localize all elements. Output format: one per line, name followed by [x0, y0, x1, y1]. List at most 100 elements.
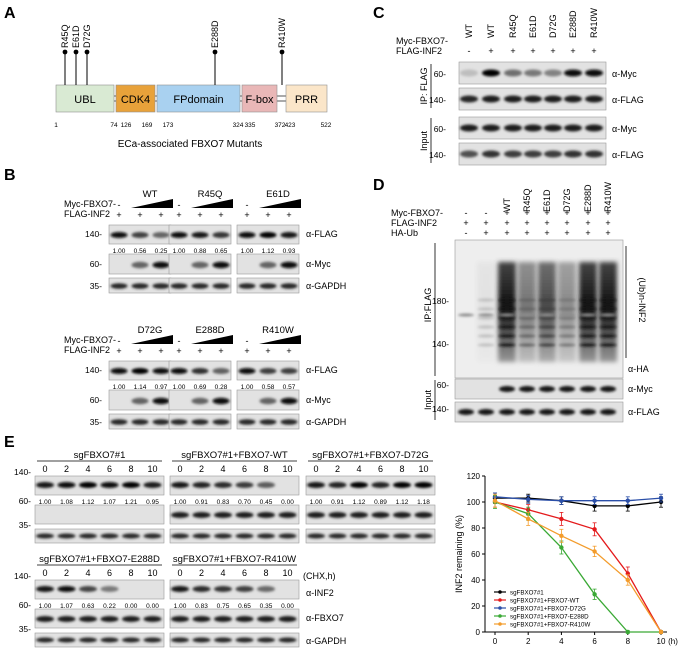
- d-ladder-2-1: [498, 307, 516, 311]
- b-top-mw-140: 140-: [85, 229, 102, 239]
- e-blot2-band-inf2-0: [307, 482, 325, 488]
- d-faint-band-7: [600, 313, 616, 317]
- e-blot4-band-inf2-0: [171, 586, 189, 592]
- c-band-0-6: [585, 69, 603, 77]
- position-126: 126: [121, 122, 132, 129]
- c-band-0-4: [544, 69, 562, 77]
- c-band-1-1: [482, 95, 500, 103]
- e-blot3-band-gapdh-4: [122, 637, 140, 643]
- b-top-band-flag-R45Q-2: [212, 232, 230, 238]
- series-line-3: [494, 501, 661, 633]
- c-band-3-3: [524, 150, 542, 158]
- d-ladder-7-2: [599, 316, 617, 320]
- d-band-myc-6: [580, 386, 596, 392]
- c-band-3-1: [482, 150, 500, 158]
- e-ab-inf2: α-INF2: [306, 588, 334, 598]
- b-top-ab-gapdh: α-GAPDH: [306, 281, 346, 291]
- b-bottom-mw-140: 140-: [85, 365, 102, 375]
- e-blot4-strip-gapdh: [169, 632, 300, 648]
- panel-c-letter: C: [373, 5, 385, 22]
- b-bottom-value-R410W-1: 0.58: [262, 384, 275, 391]
- b-bottom-value-R410W-2: 0.57: [283, 384, 296, 391]
- b-top-band-gapdh-WT-2: [152, 283, 170, 289]
- chart-xtick-label-8: 8: [626, 637, 631, 646]
- d-band-flag-4: [539, 409, 555, 415]
- b-top-row-label-myc: Myc-FBXO7-: [64, 199, 116, 209]
- c-lane-WT-0: WT: [464, 24, 474, 38]
- b-top-minus-WT: -: [118, 200, 121, 210]
- lollipop-head-E288D: [212, 49, 218, 55]
- e-blot2-value-4: 1.12: [396, 499, 409, 506]
- d-sign-r3-7: +: [605, 228, 610, 238]
- d-ladder-3-5: [518, 343, 536, 347]
- d-ladder-3-3: [518, 325, 536, 329]
- c-band-0-2: [504, 69, 522, 77]
- e-chx-label: (CHX,h): [303, 571, 336, 581]
- d-ladder-1-2: [477, 316, 495, 320]
- e-blot3-band-fbxo7-3: [100, 616, 119, 622]
- legend-marker-3: [498, 614, 502, 618]
- series-point-3-4: [625, 629, 630, 635]
- chart-ytick-label-0: 0: [476, 628, 481, 637]
- b-top-plus-WT-0: +: [116, 210, 121, 220]
- legend-label-0: sgFBXO7#1: [510, 590, 544, 597]
- e-blot3-band-fbxo7-1: [57, 616, 76, 622]
- e-blot2-title: sgFBXO7#1+FBXO7-D72G: [312, 450, 428, 461]
- c-band-3-2: [504, 150, 522, 158]
- position-324: 324: [233, 122, 244, 129]
- position-522: 522: [321, 122, 332, 129]
- e-blot0-band-gapdh-2: [79, 533, 97, 539]
- b-bottom-band-gapdh-D72G-0: [110, 419, 128, 425]
- e-blot1-band-fbxo7-3: [235, 512, 254, 518]
- d-sign-r2-6: +: [585, 218, 590, 228]
- e-blot3-strip-gapdh: [34, 632, 165, 648]
- series-point-1-3: [592, 527, 597, 532]
- e-blot2-band-inf2-5: [414, 482, 433, 488]
- d-sign-r3-2: +: [504, 228, 509, 238]
- b-top-band-myc-R45Q-2: [212, 261, 230, 269]
- d-ladder-2-5: [498, 343, 516, 347]
- e-blot1-band-gapdh-1: [192, 533, 211, 539]
- e-blot4-value-5: 0.00: [281, 603, 294, 610]
- panel-e-letter: E: [4, 434, 15, 451]
- e-blot0-band-inf2-5: [143, 482, 162, 488]
- b-bottom-band-myc-R410W-2: [280, 397, 298, 405]
- c-band-0-1: [482, 69, 500, 77]
- e-blot1-band-inf2-0: [171, 482, 189, 488]
- position-1: 1: [54, 122, 58, 129]
- d-sign-r3-0: -: [465, 228, 468, 238]
- c-row-label-myc: Myc-FBXO7-: [396, 36, 448, 46]
- b-top-band-myc-WT-1: [131, 261, 149, 269]
- domain-label-prr: PRR: [295, 94, 318, 106]
- e-mw-0: 140-: [14, 467, 31, 477]
- b-bottom-row-label-myc: Myc-FBXO7-: [64, 335, 116, 345]
- panel-b-letter: B: [4, 167, 16, 184]
- b-top-band-gapdh-R45Q-1: [191, 283, 209, 289]
- d-ladder-6-4: [579, 334, 597, 338]
- domain-ubl: [55, 84, 115, 113]
- b-bottom-plus-E288D-0: +: [176, 346, 181, 356]
- d-section-ip: IP:FLAG: [423, 288, 433, 323]
- b-bottom-band-flag-R410W-0: [238, 368, 256, 374]
- c-band-1-5: [564, 95, 582, 103]
- d-ladder-5-2: [558, 316, 576, 320]
- d-band-myc-7: [600, 386, 616, 392]
- b-bottom-band-flag-R410W-1: [259, 368, 277, 374]
- e-blot4-band-fbxo7-1: [192, 616, 211, 622]
- e-blot0-time-2: 4: [85, 464, 90, 474]
- e-blot2-value-2: 1.12: [353, 499, 366, 506]
- b-bottom-band-gapdh-E288D-2: [212, 419, 230, 425]
- d-ladder-5-5: [558, 343, 576, 347]
- domain-label-cdk4: CDK4: [121, 94, 150, 106]
- e-mw-3: 140-: [14, 571, 31, 581]
- b-top-band-flag-WT-1: [131, 232, 149, 238]
- d-row-label-flag: FLAG-INF2: [391, 218, 437, 228]
- b-bottom-row-label-flag: FLAG-INF2: [64, 345, 110, 355]
- b-bottom-band-flag-D72G-0: [110, 368, 128, 374]
- e-blot0-title: sgFBXO7#1: [74, 450, 126, 461]
- d-ladder-7-0: [599, 298, 617, 302]
- e-blot1-band-fbxo7-5: [278, 512, 297, 518]
- e-blot1-time-5: 10: [282, 464, 292, 474]
- position-173: 173: [163, 122, 174, 129]
- e-blot1-time-3: 6: [242, 464, 247, 474]
